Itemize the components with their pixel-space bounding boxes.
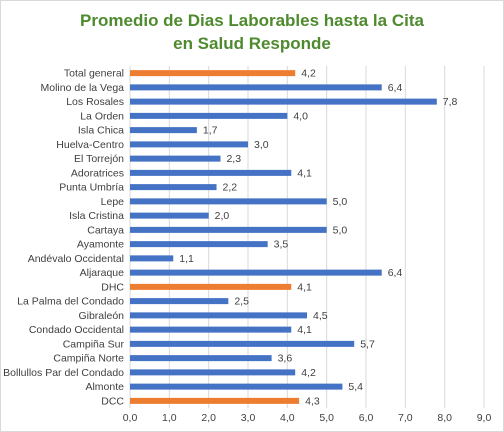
data-label: 4,1 xyxy=(297,167,312,179)
bar xyxy=(130,198,327,205)
bar xyxy=(130,226,327,233)
category-label: Adoratrices xyxy=(71,167,124,179)
category-label: Punta Umbría xyxy=(59,182,124,194)
x-tick-label: 6,0 xyxy=(359,412,374,424)
data-label: 6,4 xyxy=(388,267,403,279)
category-label: Campiña Norte xyxy=(53,353,124,365)
bar xyxy=(130,127,197,134)
data-label: 4,2 xyxy=(301,68,316,80)
data-label: 7,8 xyxy=(443,96,458,108)
chart-title-line-2: en Salud Responde xyxy=(173,34,331,53)
bar xyxy=(130,340,355,347)
category-label: Aljaraque xyxy=(80,267,125,279)
bar xyxy=(130,312,307,319)
category-label: Gibraleón xyxy=(78,310,124,322)
category-label: La Palma del Condado xyxy=(17,296,124,308)
data-label: 3,6 xyxy=(278,353,293,365)
bar xyxy=(130,112,288,119)
x-tick-label: 1,0 xyxy=(162,412,177,424)
x-tick-label: 3,0 xyxy=(241,412,256,424)
x-tick-label: 9,0 xyxy=(477,412,492,424)
bar xyxy=(130,369,296,376)
category-label: DHC xyxy=(101,281,124,293)
bar xyxy=(130,141,248,148)
x-tick-label: 0,0 xyxy=(123,412,138,424)
bar xyxy=(130,212,209,219)
category-label: Ayamonte xyxy=(77,239,124,251)
data-label: 5,0 xyxy=(333,196,348,208)
data-label: 2,3 xyxy=(226,153,241,165)
bar xyxy=(130,98,437,105)
data-label: 4,2 xyxy=(301,367,316,379)
category-label: El Torrejón xyxy=(74,153,124,165)
x-tick-label: 4,0 xyxy=(280,412,295,424)
data-label: 5,0 xyxy=(333,224,348,236)
bar xyxy=(130,269,382,276)
category-label: Bollullos Par del Condado xyxy=(3,367,124,379)
data-label: 4,1 xyxy=(297,324,312,336)
category-label: DCC xyxy=(101,395,124,407)
category-label: La Orden xyxy=(80,110,124,122)
category-label: Cartaya xyxy=(87,224,124,236)
bar xyxy=(130,298,229,305)
category-label: Los Rosales xyxy=(66,96,124,108)
data-label: 5,7 xyxy=(360,338,375,350)
category-label: Huelva-Centro xyxy=(56,139,124,151)
bar xyxy=(130,169,292,176)
bar xyxy=(130,84,382,91)
bar xyxy=(130,283,292,290)
bar xyxy=(130,383,343,390)
data-label: 4,3 xyxy=(305,395,320,407)
x-tick-label: 8,0 xyxy=(437,412,452,424)
bar xyxy=(130,397,300,404)
data-label: 1,1 xyxy=(179,253,194,265)
category-label: Molino de la Vega xyxy=(41,82,125,94)
category-label: Andévalo Occidental xyxy=(28,253,124,265)
data-label: 3,5 xyxy=(274,239,289,251)
category-label: Total general xyxy=(64,68,124,80)
bar xyxy=(130,184,217,191)
bar xyxy=(130,155,221,162)
category-label: Campiña Sur xyxy=(63,338,125,350)
data-label: 4,5 xyxy=(313,310,328,322)
data-label: 5,4 xyxy=(348,381,363,393)
x-tick-label: 7,0 xyxy=(398,412,413,424)
data-label: 6,4 xyxy=(388,82,403,94)
category-label: Condado Occidental xyxy=(29,324,124,336)
category-label: Isla Chica xyxy=(78,125,124,137)
x-tick-label: 5,0 xyxy=(319,412,334,424)
bar xyxy=(130,241,268,248)
data-label: 2,0 xyxy=(215,210,230,222)
bar xyxy=(130,355,272,362)
data-label: 2,5 xyxy=(234,296,249,308)
category-label: Lepe xyxy=(101,196,125,208)
data-label: 4,1 xyxy=(297,281,312,293)
data-label: 3,0 xyxy=(254,139,269,151)
category-label: Almonte xyxy=(85,381,124,393)
data-label: 1,7 xyxy=(203,125,218,137)
x-tick-label: 2,0 xyxy=(201,412,216,424)
data-label: 2,2 xyxy=(223,182,238,194)
data-label: 4,0 xyxy=(293,110,308,122)
bar xyxy=(130,70,296,77)
category-label: Isla Cristina xyxy=(69,210,124,222)
bar xyxy=(130,326,292,333)
chart-title-line-1: Promedio de Dias Laborables hasta la Cit… xyxy=(80,11,424,30)
bar xyxy=(130,255,174,262)
